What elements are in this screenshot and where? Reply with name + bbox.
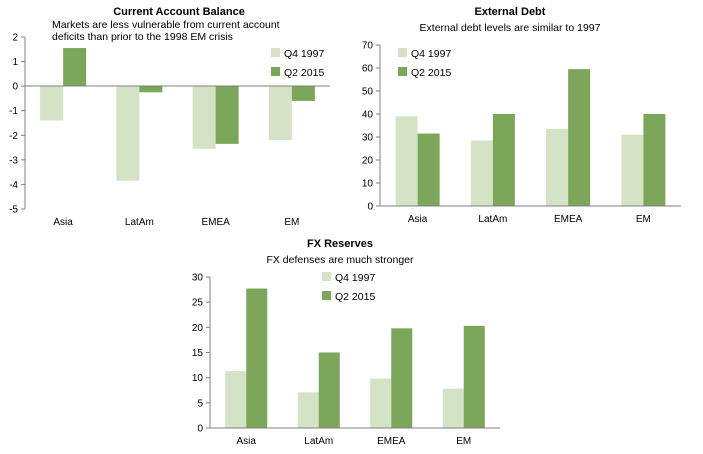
chart-title: External Debt xyxy=(475,6,546,18)
legend-label-q2-2015: Q2 2015 xyxy=(335,291,375,303)
legend-swatch-q2-2015 xyxy=(322,291,331,300)
y-tick-label: 0 xyxy=(197,424,203,435)
bar-asia-q2-2015 xyxy=(246,288,268,428)
y-tick-label: 30 xyxy=(362,133,374,144)
bar-emea-q4-1997 xyxy=(370,378,392,428)
y-tick-label: 10 xyxy=(192,373,204,384)
legend-swatch-q4-1997 xyxy=(322,272,331,281)
bar-emea-q2-2015 xyxy=(568,69,591,207)
bar-asia-q4-1997 xyxy=(395,116,418,206)
y-tick-label: 25 xyxy=(192,298,204,309)
category-label: EMEA xyxy=(377,436,406,447)
y-tick-label: 60 xyxy=(362,64,374,75)
category-label: LatAm xyxy=(304,436,333,447)
chart-title: FX Reserves xyxy=(307,238,373,250)
y-tick-label: 30 xyxy=(192,273,204,284)
category-label: EMEA xyxy=(201,217,230,228)
y-tick-label: -3 xyxy=(9,155,18,166)
bar-em-q4-1997 xyxy=(442,388,464,428)
bar-emea-q4-1997 xyxy=(192,86,216,149)
bar-emea-q2-2015 xyxy=(215,86,239,144)
chart-title: Current Account Balance xyxy=(113,6,245,18)
bar-latam-q2-2015 xyxy=(492,114,515,206)
bar-asia-q2-2015 xyxy=(417,133,440,206)
category-label: EM xyxy=(456,436,471,447)
bar-latam-q4-1997 xyxy=(470,140,493,206)
category-label: EM xyxy=(636,214,651,225)
category-label: LatAm xyxy=(478,214,507,225)
bar-emea-q2-2015 xyxy=(391,328,413,428)
y-tick-label: 40 xyxy=(362,110,374,121)
chart-subtitle-line-1: Markets are less vulnerable from current… xyxy=(52,19,280,31)
chart-subtitle-line-2: deficits than prior to the 1998 EM crisi… xyxy=(52,31,233,43)
chart-external-debt: External Debt External debt levels are s… xyxy=(362,6,681,225)
y-tick-label: 10 xyxy=(362,179,374,190)
category-label: Asia xyxy=(408,214,428,225)
bar-latam-q4-1997 xyxy=(297,392,319,428)
y-tick-label: 20 xyxy=(192,323,204,334)
legend-label-q2-2015: Q2 2015 xyxy=(284,67,324,79)
category-label: Asia xyxy=(53,217,73,228)
category-label: Asia xyxy=(237,436,257,447)
category-label: EMEA xyxy=(554,214,583,225)
bar-latam-q2-2015 xyxy=(318,352,340,428)
chart-subtitle: FX defenses are much stronger xyxy=(266,254,414,266)
bar-em-q2-2015 xyxy=(643,114,666,206)
bar-em-q2-2015 xyxy=(291,86,315,101)
bar-em-q2-2015 xyxy=(463,325,485,428)
y-tick-label: 5 xyxy=(197,398,203,409)
legend-label-q4-1997: Q4 1997 xyxy=(284,48,324,60)
y-tick-label: 1 xyxy=(12,57,18,68)
y-tick-label: 15 xyxy=(192,348,204,359)
y-tick-label: 50 xyxy=(362,87,374,98)
bar-em-q4-1997 xyxy=(621,134,644,206)
y-tick-label: 20 xyxy=(362,156,374,167)
y-tick-label: 0 xyxy=(367,202,373,213)
y-tick-label: -5 xyxy=(9,205,18,216)
chart-fx-reserves: FX Reserves FX defenses are much stronge… xyxy=(192,238,500,447)
y-tick-label: 0 xyxy=(12,82,18,93)
y-tick-label: 70 xyxy=(362,41,374,52)
bar-asia-q4-1997 xyxy=(40,86,64,121)
bar-em-q4-1997 xyxy=(268,86,292,141)
legend-label-q4-1997: Q4 1997 xyxy=(411,48,451,60)
bar-latam-q2-2015 xyxy=(139,86,163,93)
chart-subtitle: External debt levels are similar to 1997 xyxy=(420,22,601,34)
legend-label-q4-1997: Q4 1997 xyxy=(335,272,375,284)
legend-swatch-q2-2015 xyxy=(271,67,280,76)
category-label: LatAm xyxy=(125,217,154,228)
y-tick-label: -2 xyxy=(9,131,18,142)
bar-emea-q4-1997 xyxy=(546,128,569,206)
legend-label-q2-2015: Q2 2015 xyxy=(411,67,451,79)
legend-swatch-q4-1997 xyxy=(271,48,280,57)
chart-current-account: Current Account Balance Markets are less… xyxy=(9,6,330,228)
bar-latam-q4-1997 xyxy=(116,86,140,181)
bar-asia-q4-1997 xyxy=(225,371,247,428)
y-tick-label: -4 xyxy=(9,180,18,191)
category-label: EM xyxy=(284,217,299,228)
legend-swatch-q2-2015 xyxy=(398,67,407,76)
legend-swatch-q4-1997 xyxy=(398,48,407,57)
bar-asia-q2-2015 xyxy=(63,48,87,87)
y-tick-label: -1 xyxy=(9,106,18,117)
y-tick-label: 2 xyxy=(12,33,18,44)
